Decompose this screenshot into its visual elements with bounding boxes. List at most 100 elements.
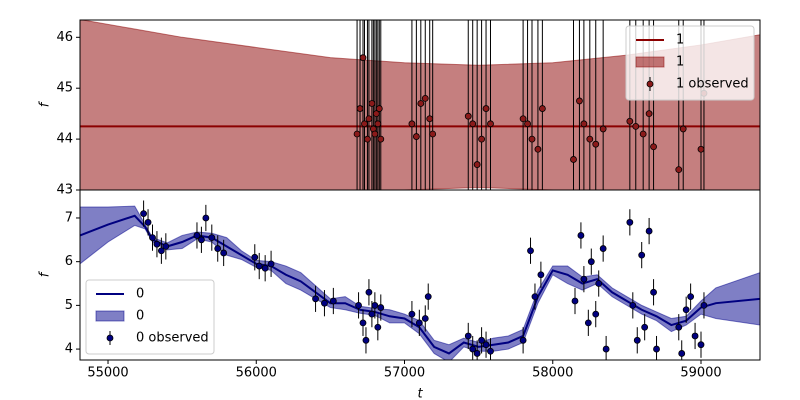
observed-point — [214, 245, 222, 252]
observed-point — [208, 234, 216, 242]
observed-point — [482, 341, 490, 349]
y-tick-label: 43 — [56, 183, 73, 198]
observed-point — [312, 295, 319, 303]
observed-point — [408, 120, 416, 128]
observed-point — [377, 304, 385, 311]
x-tick-label: 56000 — [236, 366, 277, 381]
legend-marker — [106, 334, 114, 342]
observed-point — [251, 253, 259, 261]
observed-point — [368, 100, 376, 107]
observed-point — [198, 236, 205, 244]
observed-point — [599, 245, 607, 252]
observed-point — [374, 120, 382, 128]
observed-point — [538, 105, 546, 112]
observed-point — [645, 110, 653, 118]
legend-label: 1 — [676, 55, 684, 70]
y-tick-label: 45 — [56, 81, 73, 96]
y-tick-label: 7 — [65, 210, 73, 225]
observed-point — [368, 310, 376, 318]
y-tick-label: 4 — [65, 342, 73, 357]
observed-point — [202, 214, 210, 222]
observed-point — [487, 347, 494, 355]
observed-point — [580, 120, 588, 128]
observed-point — [220, 249, 228, 257]
observed-point — [599, 125, 607, 133]
legend-box — [625, 25, 755, 101]
observed-point — [469, 120, 477, 128]
observed-point — [144, 218, 152, 226]
observed-point — [372, 110, 380, 118]
observed-point — [584, 319, 592, 327]
y-tick-label: 44 — [56, 132, 73, 147]
observed-point — [577, 232, 585, 239]
plot-area — [80, 200, 760, 360]
observed-point — [361, 120, 368, 128]
observed-point — [362, 336, 370, 344]
observed-point — [417, 100, 425, 107]
observed-point — [519, 115, 527, 123]
observed-point — [421, 94, 429, 102]
legend-patch — [95, 310, 125, 322]
observed-point — [478, 135, 485, 143]
x-tick-label: 55000 — [87, 366, 128, 381]
observed-point — [675, 166, 683, 174]
observed-point — [678, 350, 686, 357]
observed-point — [531, 293, 539, 301]
observed-point — [697, 145, 705, 153]
observed-point — [682, 306, 690, 314]
observed-point — [587, 258, 595, 266]
legend: 0 0 0 observed — [85, 279, 215, 355]
observed-point — [365, 288, 373, 296]
observed-point — [650, 288, 657, 296]
y-axis-label: f — [38, 100, 53, 107]
x-tick-label: 58000 — [532, 366, 573, 381]
legend-label: 1 observed — [676, 77, 749, 92]
observed-point — [412, 133, 420, 140]
observed-point — [528, 135, 536, 143]
observed-point — [626, 117, 634, 125]
legend-label: 1 — [676, 33, 684, 48]
observed-point — [645, 227, 653, 235]
observed-point — [157, 247, 165, 255]
observed-point — [482, 105, 490, 112]
y-tick-label: 6 — [65, 254, 73, 269]
observed-point — [586, 135, 594, 143]
observed-point — [633, 336, 641, 344]
observed-point — [534, 145, 542, 153]
observed-point — [639, 130, 647, 138]
legend-marker — [646, 80, 654, 88]
observed-point — [570, 156, 577, 163]
observed-point — [641, 323, 649, 331]
axes-frame — [79, 189, 761, 361]
observed-point — [632, 122, 640, 130]
observed-point — [487, 120, 494, 128]
legend-label: 0 observed — [136, 331, 209, 346]
observed-point — [429, 130, 437, 138]
observed-point — [638, 251, 646, 259]
observed-point — [365, 115, 373, 123]
observed-point — [653, 345, 660, 353]
observed-point — [364, 135, 371, 143]
observed-point — [321, 299, 328, 307]
observed-point — [356, 105, 364, 112]
observed-point — [592, 140, 600, 148]
observed-point — [697, 341, 705, 349]
observed-point — [261, 264, 269, 272]
observed-point — [359, 54, 367, 62]
y-tick-label: 46 — [56, 30, 73, 45]
observed-point — [374, 323, 382, 331]
observed-point — [415, 319, 423, 327]
observed-point — [464, 332, 472, 340]
observed-point — [359, 319, 367, 327]
observed-point — [153, 240, 161, 248]
observed-point — [602, 345, 610, 353]
observed-point — [464, 112, 472, 120]
observed-point — [377, 135, 385, 143]
observed-point — [679, 125, 687, 133]
observed-point — [140, 210, 147, 217]
observed-point — [421, 315, 429, 322]
observed-point — [687, 293, 695, 301]
observed-point — [595, 280, 603, 287]
x-tick-label: 59000 — [680, 366, 721, 381]
observed-point — [255, 262, 263, 270]
